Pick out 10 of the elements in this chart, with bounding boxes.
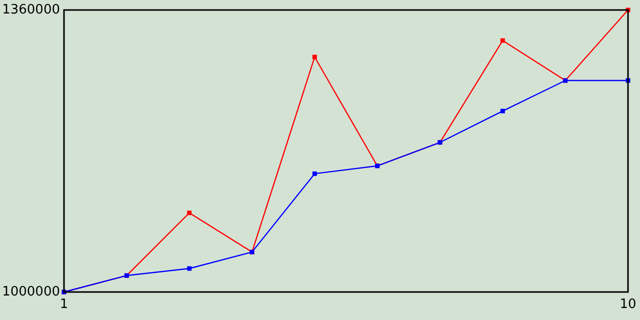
point [500, 108, 505, 114]
x-tick-label: 1 [60, 297, 68, 312]
point [500, 38, 505, 43]
point [312, 171, 317, 176]
x-tick-label: 10 [620, 297, 636, 312]
point [312, 54, 317, 60]
y-tick-label: 1360000 [2, 2, 60, 18]
point [187, 266, 192, 271]
y-tick-label: 1000000 [2, 284, 60, 300]
point [187, 210, 192, 216]
